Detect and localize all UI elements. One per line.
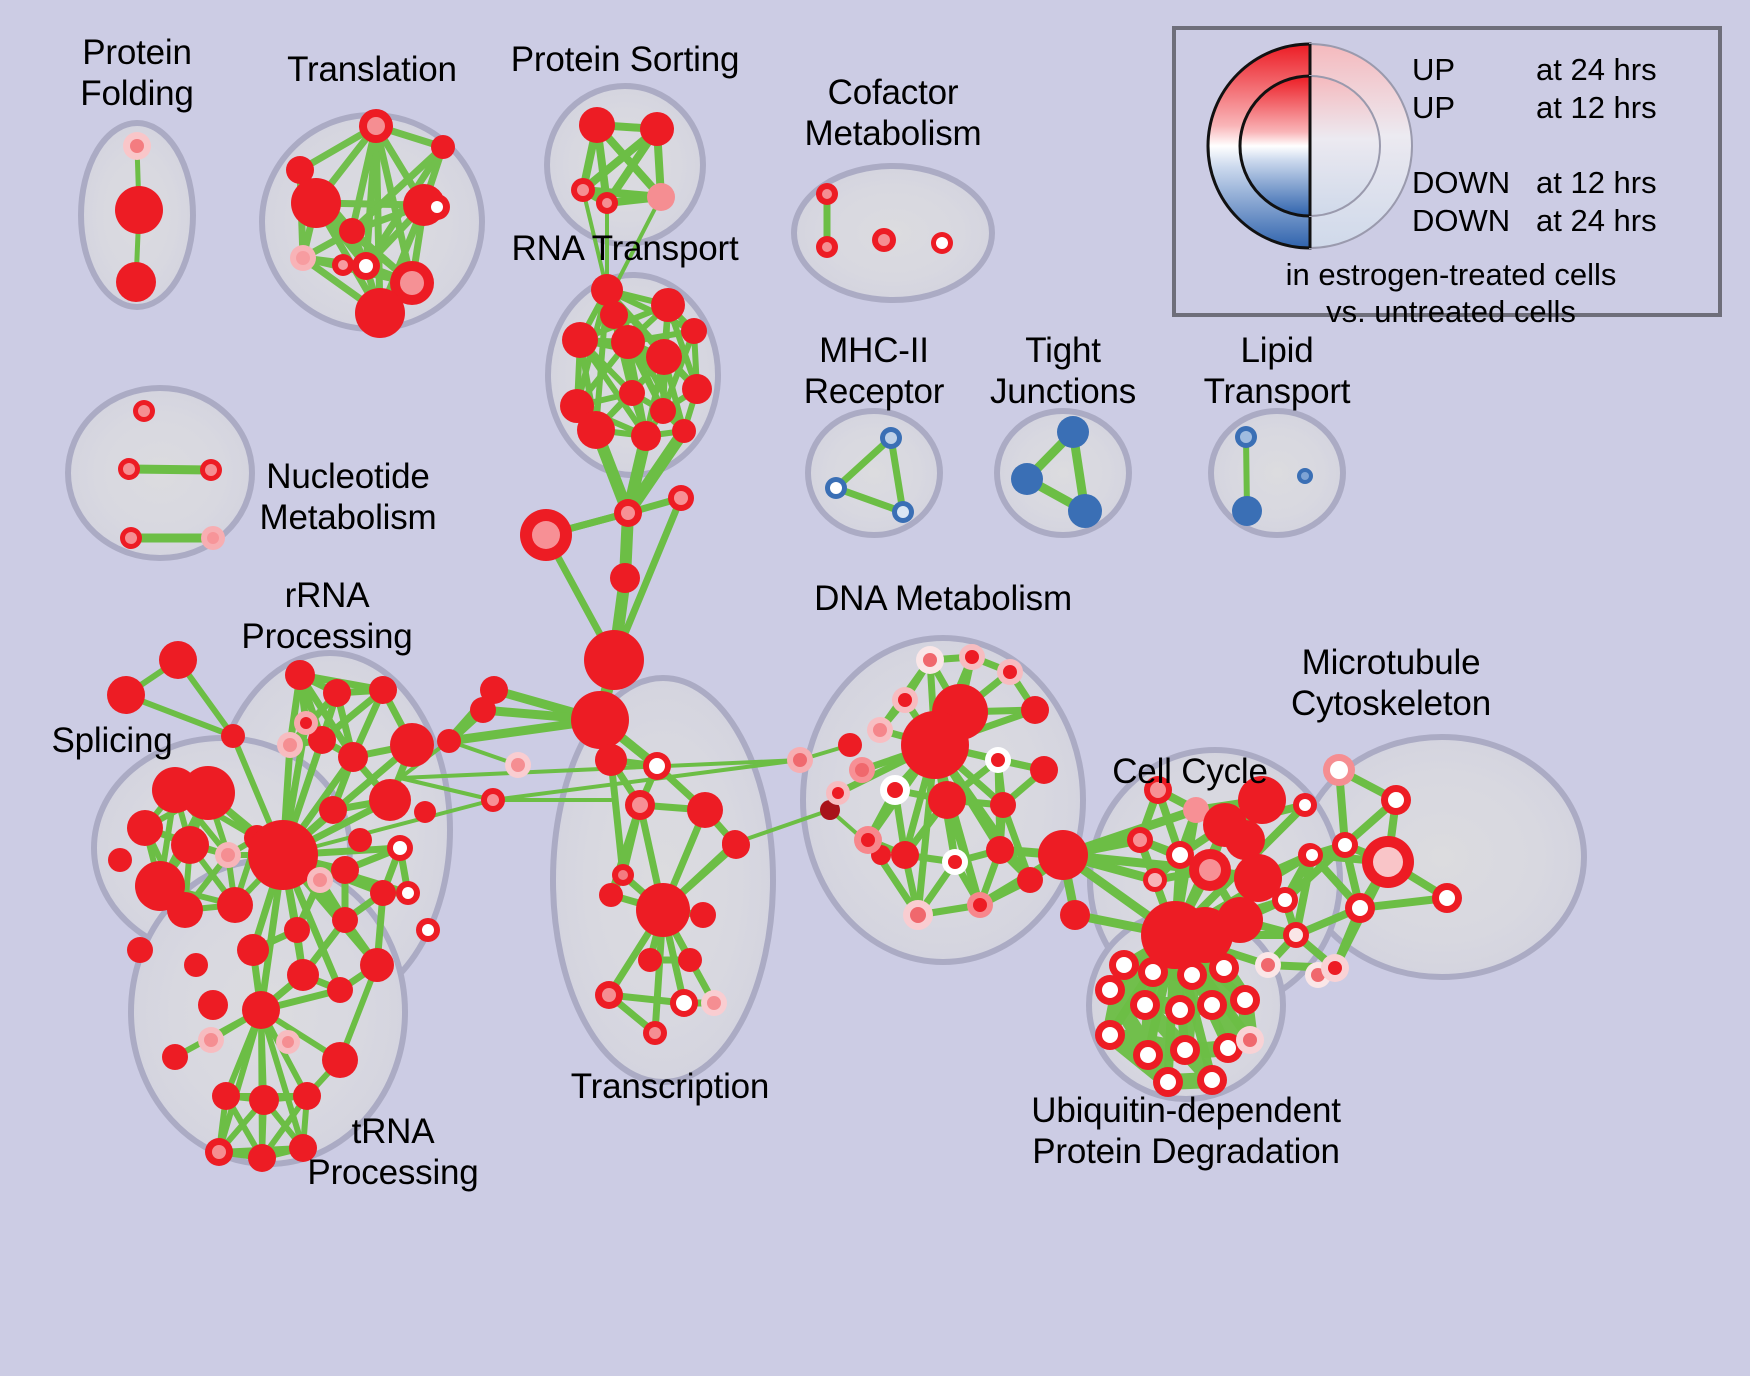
label-rna-transport: RNA Transport bbox=[511, 229, 739, 268]
node-group-trna-processing bbox=[162, 1027, 358, 1172]
legend-caption-line2: vs. untreated cells bbox=[1326, 294, 1576, 329]
cluster-mhc-ii-receptor bbox=[805, 408, 943, 538]
node-group-tight-junctions bbox=[1011, 416, 1102, 528]
legend-time-up-12: at 12 hrs bbox=[1536, 90, 1657, 125]
cluster-transcription bbox=[550, 675, 776, 1085]
label-mhc-ii-receptor: MHC-II Receptor bbox=[803, 331, 945, 411]
label-trna-processing: tRNA Processing bbox=[307, 1112, 479, 1192]
network-nodes bbox=[107, 107, 1462, 1172]
node-group-rrna-processing bbox=[237, 660, 440, 1029]
legend-color-wheel bbox=[1206, 42, 1413, 250]
label-transcription: Transcription bbox=[570, 1067, 770, 1106]
label-protein-folding: Protein Folding bbox=[80, 33, 194, 113]
legend-panel: UP at 24 hrs UP at 12 hrs DOWN at 12 hrs… bbox=[1172, 26, 1722, 329]
node-group-protein-folding bbox=[115, 132, 163, 302]
legend-state-up-12: UP bbox=[1412, 90, 1456, 125]
label-translation: Translation bbox=[287, 50, 457, 89]
node-group-ubiquitin-degradation bbox=[1095, 950, 1264, 1097]
node-group-mhc-ii-receptor bbox=[825, 427, 914, 523]
node-group-microtubule-cytoskeleton bbox=[1323, 754, 1462, 923]
legend-state-down-12: DOWN bbox=[1412, 165, 1511, 200]
label-ubiquitin-degradation: Ubiquitin-dependent Protein Degradation bbox=[1031, 1091, 1341, 1171]
label-splicing: Splicing bbox=[51, 721, 173, 760]
node-group-nucleotide-metabolism bbox=[118, 400, 225, 550]
node-group-splicing bbox=[107, 641, 270, 1020]
label-microtubule-cytoskeleton: Microtubule Cytoskeleton bbox=[1291, 643, 1491, 723]
legend-state-down-24: DOWN bbox=[1412, 203, 1511, 238]
cluster-protein-sorting bbox=[544, 83, 706, 247]
label-lipid-transport: Lipid Transport bbox=[1203, 331, 1351, 411]
node-group-cell-cycle bbox=[1127, 776, 1349, 988]
label-nucleotide-metabolism: Nucleotide Metabolism bbox=[259, 457, 437, 537]
legend-caption-line1: in estrogen-treated cells bbox=[1285, 257, 1617, 292]
node-group-transcription bbox=[595, 744, 750, 1045]
legend-time-down-12: at 12 hrs bbox=[1536, 165, 1657, 200]
label-protein-sorting: Protein Sorting bbox=[510, 40, 740, 79]
node-group-translation bbox=[286, 109, 455, 338]
label-rrna-processing: rRNA Processing bbox=[241, 576, 413, 656]
label-tight-junctions: Tight Junctions bbox=[989, 331, 1137, 411]
node-group-cofactor-metabolism bbox=[816, 183, 953, 258]
legend-time-down-24: at 24 hrs bbox=[1536, 203, 1657, 238]
node-group-dna-metabolism bbox=[826, 644, 1090, 930]
node-group-central-spine bbox=[437, 485, 891, 865]
legend-state-up-24: UP bbox=[1412, 52, 1456, 87]
node-group-lipid-transport bbox=[1232, 426, 1313, 526]
legend-caption: in estrogen-treated cells vs. untreated … bbox=[1176, 256, 1726, 330]
cluster-lipid-transport bbox=[1208, 408, 1346, 538]
node-group-rna-transport bbox=[560, 274, 712, 451]
label-cofactor-metabolism: Cofactor Metabolism bbox=[804, 73, 982, 153]
node-group-protein-sorting bbox=[571, 107, 675, 214]
label-cell-cycle: Cell Cycle bbox=[1112, 752, 1268, 791]
label-dna-metabolism: DNA Metabolism bbox=[814, 579, 1072, 618]
legend-time-up-24: at 24 hrs bbox=[1536, 52, 1657, 87]
